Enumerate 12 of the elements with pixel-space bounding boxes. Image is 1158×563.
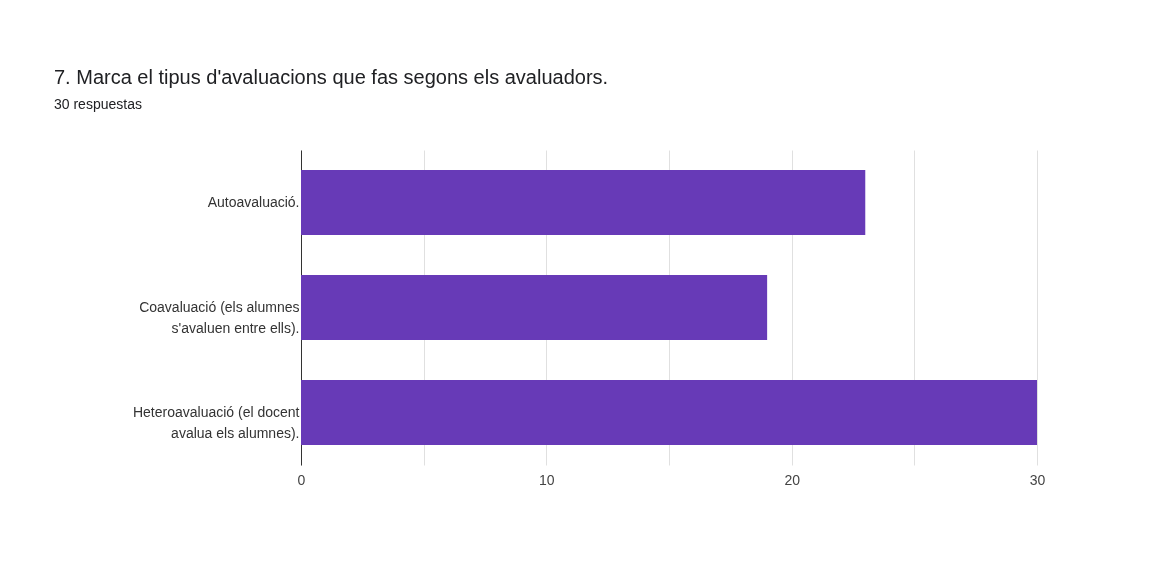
x-tick-label: 20 [784, 471, 801, 488]
x-tick-label: 0 [297, 471, 306, 488]
bar [301, 274, 768, 341]
x-tick-label: 30 [1029, 471, 1046, 488]
y-tick-label: Coavaluació (els alumnes s'avaluen entre ells). [139, 298, 300, 336]
chart-title: 7. Marca el tipus d'avaluacions que fas segons els avaluadors. [54, 66, 609, 88]
y-tick-label: Heteroavaluació (el docent avalua els alumnes). [132, 403, 300, 441]
bar [301, 379, 1037, 446]
bar [301, 169, 866, 236]
text: 30 respuestas [54, 96, 142, 112]
x-tick-label: 10 [539, 471, 555, 488]
y-tick-label: Autoavaluació. [207, 193, 300, 210]
